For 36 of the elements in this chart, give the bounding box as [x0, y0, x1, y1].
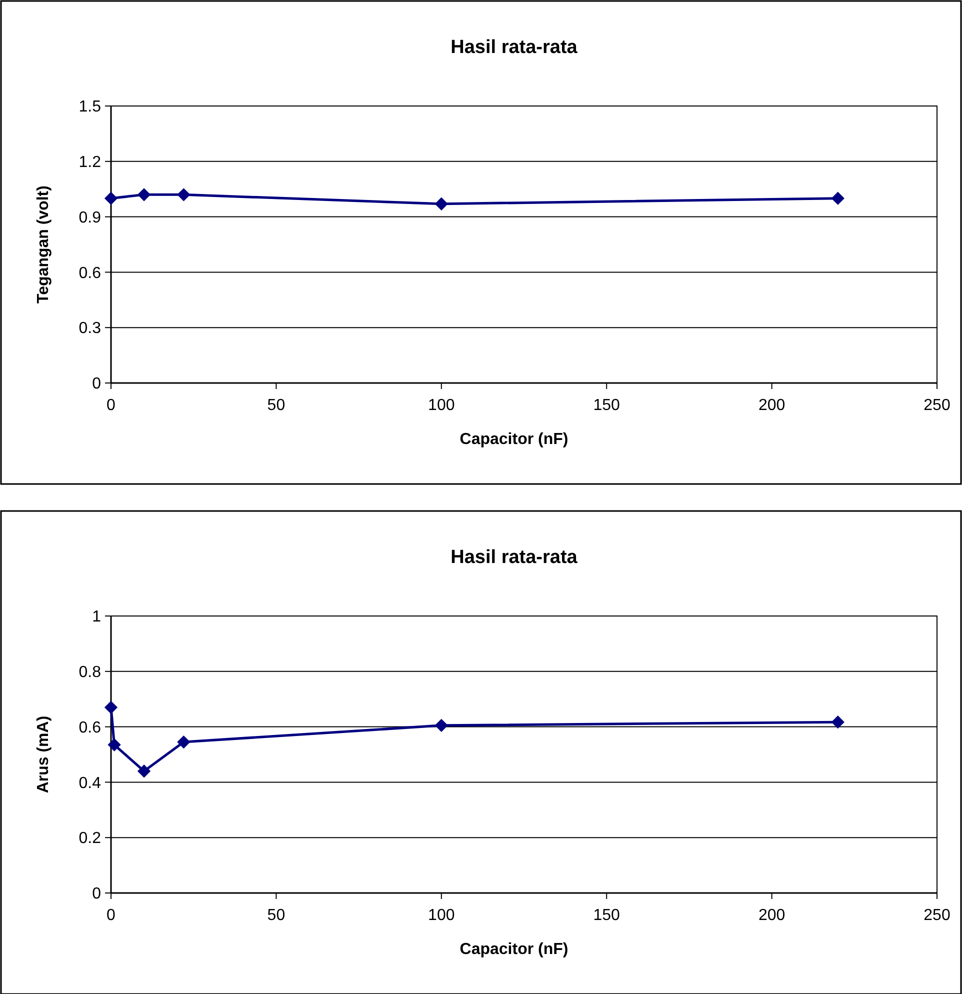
- chart-title: Hasil rata-rata: [450, 37, 578, 58]
- x-tick-label: 200: [758, 397, 786, 414]
- y-tick-label: 0.9: [78, 209, 102, 226]
- point: [434, 718, 448, 732]
- y-axis-title: Arus (mA): [35, 716, 52, 794]
- x-tick-label: 0: [106, 907, 116, 924]
- y-axis-title: Tegangan (volt): [35, 186, 52, 304]
- x-axis-title: Capacitor (nF): [460, 941, 568, 958]
- x-tick-label: 200: [758, 907, 786, 924]
- x-tick-label: 250: [924, 397, 950, 414]
- y-tick-label: 0: [92, 376, 102, 393]
- y-tick-label: 0.6: [78, 264, 102, 282]
- y-tick-label: 1.2: [78, 154, 102, 171]
- x-tick-label: 150: [593, 397, 620, 414]
- y-tick-label: 0: [92, 886, 102, 903]
- point: [108, 738, 121, 752]
- x-tick-label: 250: [924, 907, 950, 924]
- x-tick-label: 50: [267, 397, 286, 414]
- y-tick-label: 0.2: [78, 830, 102, 848]
- point: [177, 735, 190, 749]
- x-tick-label: 150: [593, 907, 620, 924]
- y-tick-label: 0.6: [78, 719, 102, 736]
- x-tick-label: 100: [428, 397, 455, 414]
- y-tick-label: 0.4: [78, 774, 102, 792]
- x-tick-label: 0: [106, 397, 116, 414]
- y-tick-label: 0.3: [78, 320, 102, 338]
- point: [104, 700, 118, 714]
- y-tick-label: 1: [92, 608, 102, 626]
- chart-title: Hasil rata-rata: [450, 547, 578, 568]
- x-axis-title: Capacitor (nF): [460, 431, 568, 448]
- y-tick-label: 1.5: [78, 98, 102, 116]
- y-tick-label: 0.8: [78, 664, 102, 681]
- point: [831, 716, 844, 729]
- x-tick-label: 100: [428, 907, 455, 924]
- x-tick-label: 50: [267, 907, 286, 924]
- point: [137, 764, 151, 778]
